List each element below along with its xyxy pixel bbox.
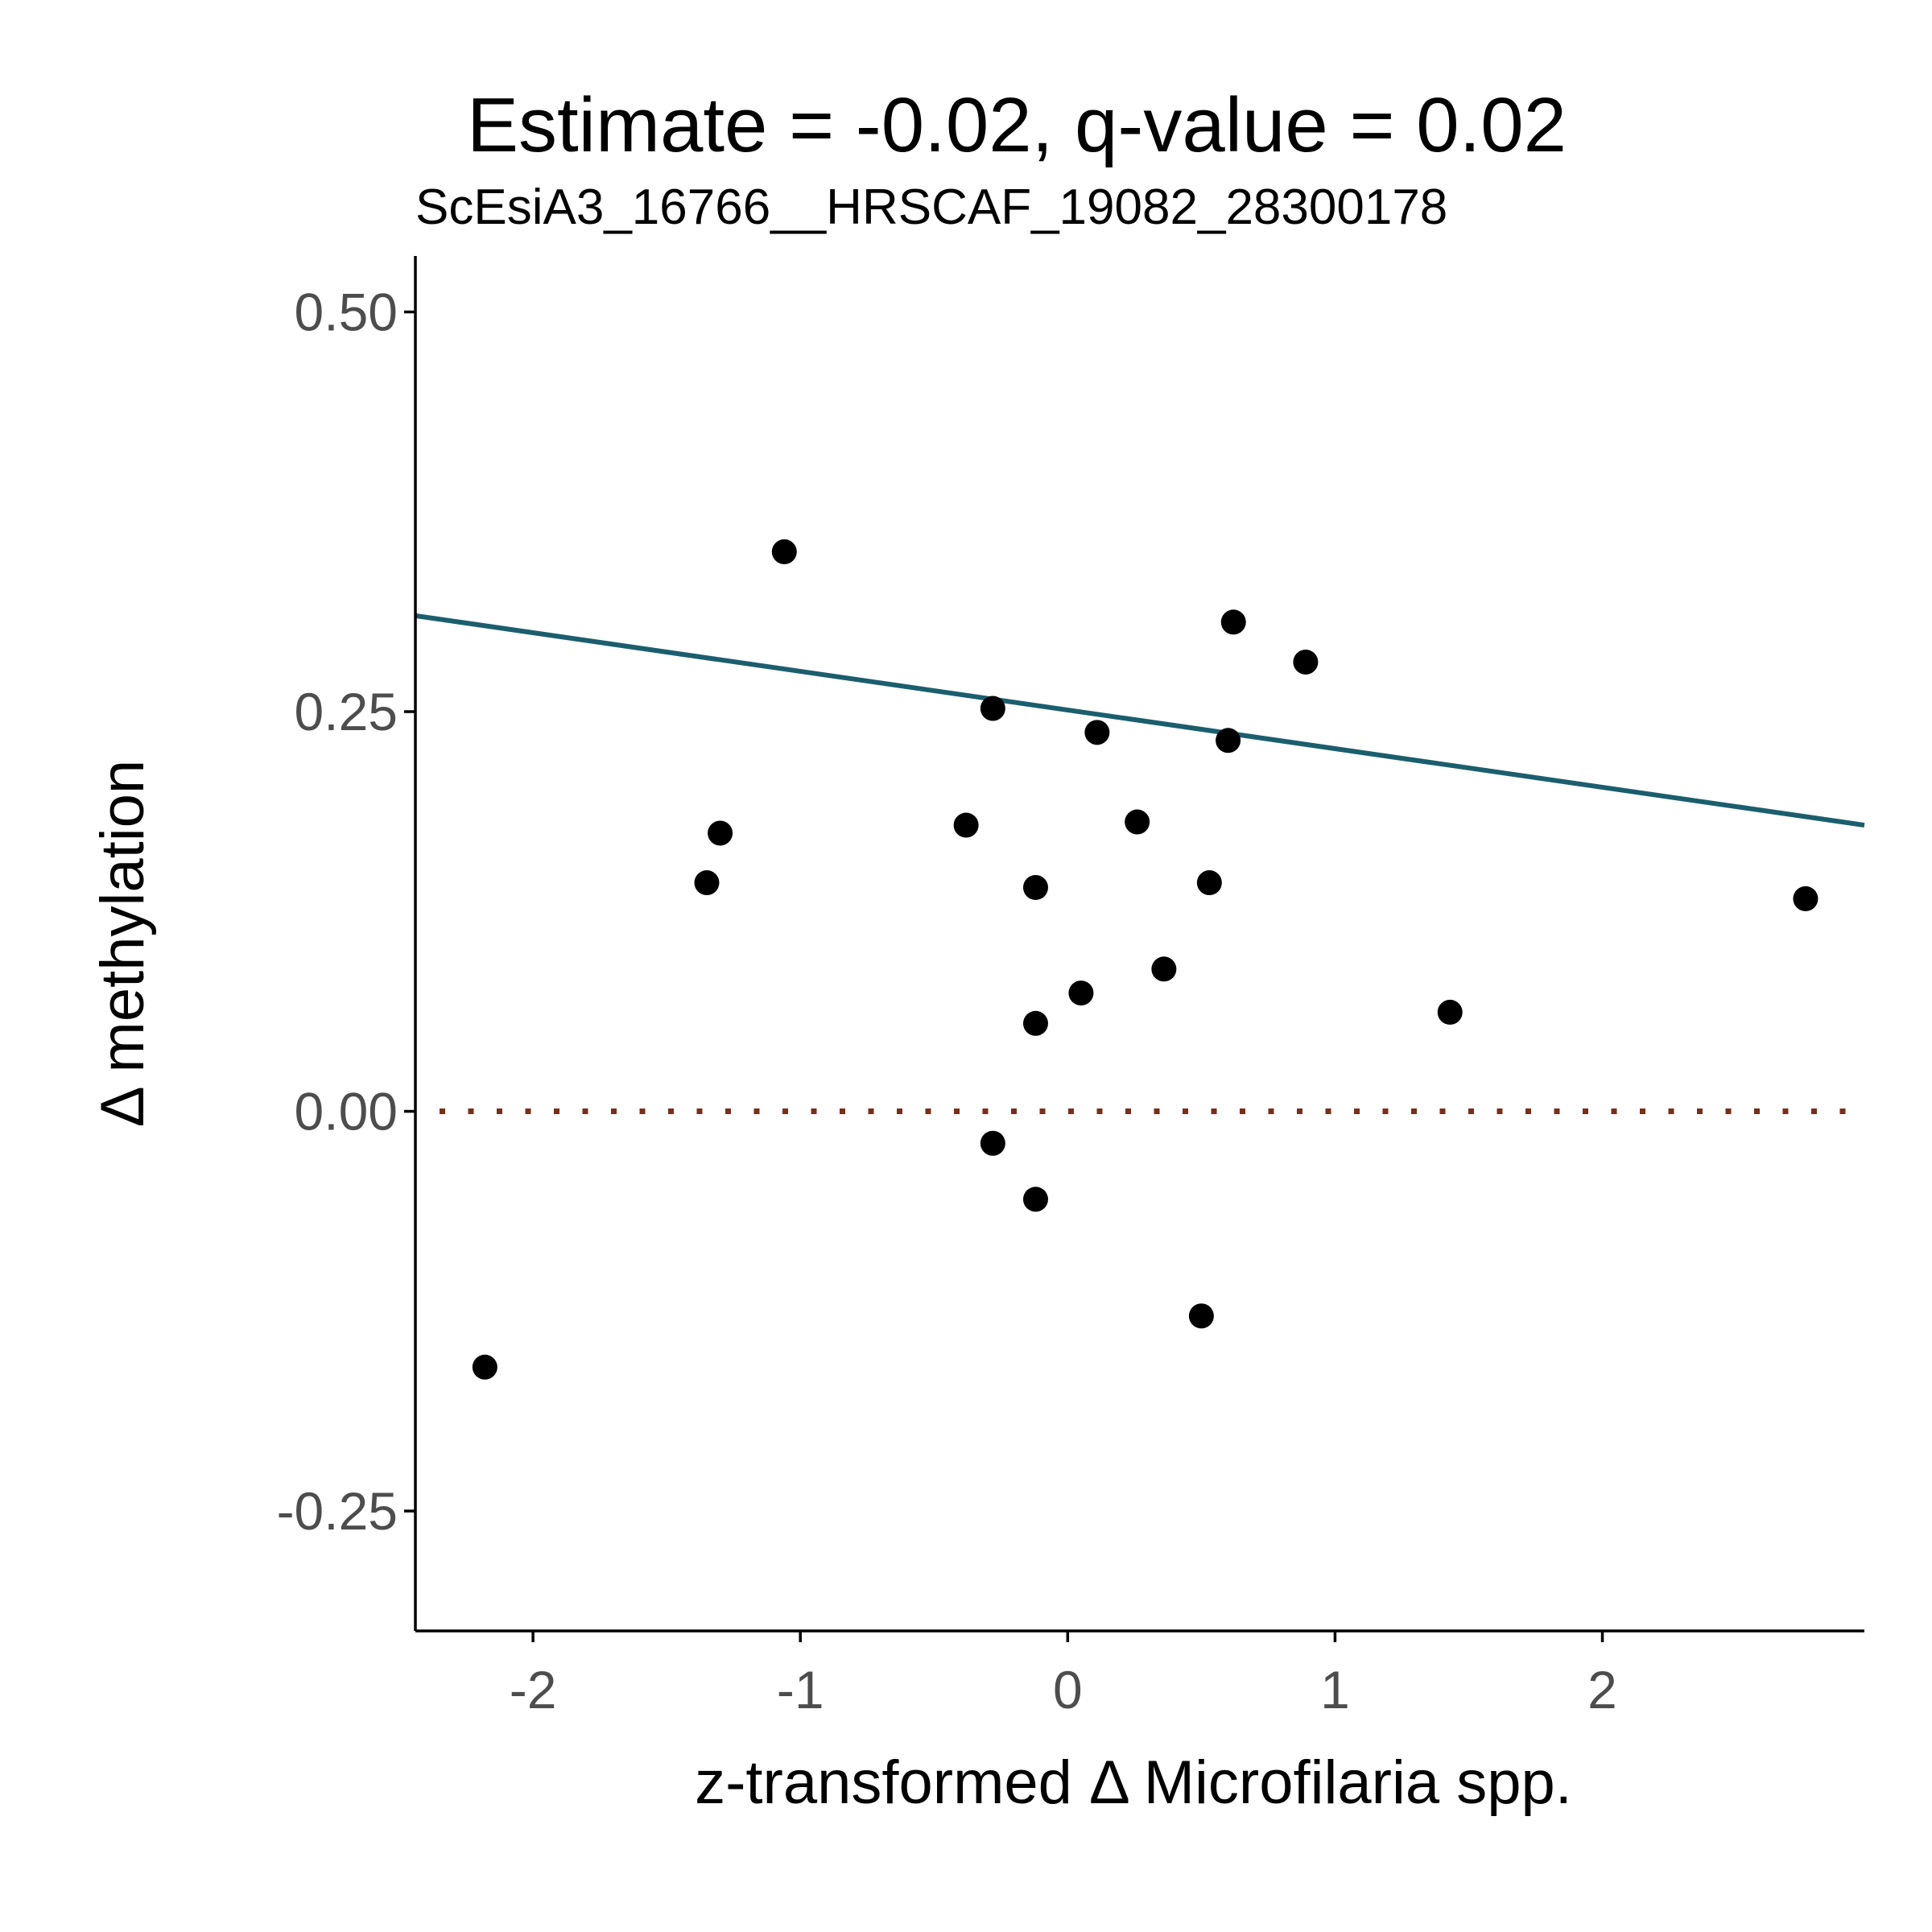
data-point-8	[1022, 874, 1048, 900]
data-point-18	[1220, 609, 1246, 635]
data-point-4	[771, 539, 797, 564]
y-tick-label: -0.25	[277, 1481, 398, 1541]
data-point-2	[694, 870, 720, 896]
x-tick-label: 1	[1320, 1660, 1350, 1719]
x-axis-title: z-transformed Δ Microfilaria spp.	[695, 1748, 1572, 1817]
chart-title: Estimate = -0.02, q-value = 0.02	[467, 82, 1567, 168]
data-point-10	[1022, 1187, 1048, 1212]
data-point-6	[980, 696, 1005, 721]
x-tick-label: -2	[510, 1660, 557, 1719]
chart-subtitle: ScEsiA3_16766__HRSCAF_19082_28300178	[415, 180, 1447, 235]
fit-line-layer	[415, 613, 1865, 828]
x-tick-label: -1	[777, 1660, 824, 1719]
data-point-3	[708, 820, 733, 846]
data-point-13	[1125, 809, 1150, 835]
data-point-14	[1151, 956, 1177, 982]
y-tick-label: 0.25	[295, 682, 398, 741]
x-tick-label: 2	[1587, 1660, 1617, 1719]
y-axis-title: Δ methylation	[89, 760, 157, 1127]
data-point-17	[1216, 728, 1241, 753]
data-point-9	[1022, 1010, 1048, 1036]
data-point-1	[472, 1354, 497, 1380]
data-point-7	[980, 1130, 1005, 1156]
data-point-12	[1084, 720, 1110, 745]
data-point-20	[1437, 999, 1463, 1025]
points-layer	[472, 539, 1818, 1380]
y-tick-label: 0.00	[295, 1082, 398, 1141]
x-tick-label: 0	[1053, 1660, 1083, 1719]
data-point-11	[1068, 980, 1094, 1006]
data-point-5	[953, 812, 979, 838]
data-point-15	[1188, 1303, 1214, 1329]
axes-layer: -2 -1 0 1 2 0.50 0.25 0.00 -0.25	[277, 256, 1864, 1719]
data-point-21	[1793, 886, 1818, 911]
regression-fit-line	[415, 613, 1865, 828]
data-point-16	[1196, 870, 1222, 896]
y-tick-label: 0.50	[295, 283, 398, 342]
data-point-19	[1293, 649, 1319, 675]
